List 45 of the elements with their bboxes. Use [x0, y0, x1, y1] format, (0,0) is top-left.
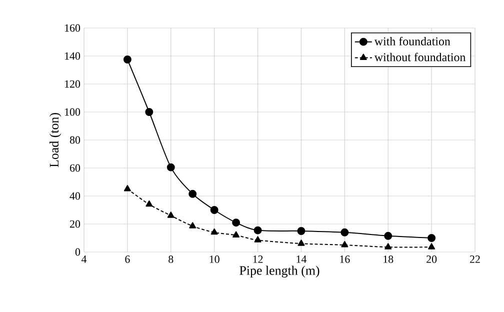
x-tick-label: 22: [470, 256, 480, 263]
x-tick-label: 18: [384, 256, 394, 263]
y-tick-label: 100: [65, 108, 80, 116]
point: [210, 206, 218, 214]
point: [254, 226, 262, 234]
x-tick-label: 16: [340, 256, 350, 263]
point: [428, 234, 436, 242]
point: [341, 241, 348, 248]
x-tick-label: 12: [253, 256, 263, 263]
point: [188, 190, 197, 198]
y-tick-label: 40: [70, 192, 80, 200]
y-axis-title: Load (ton): [49, 113, 62, 168]
x-tick-label: 6: [125, 256, 130, 263]
point: [124, 185, 131, 192]
x-tick-label: 14: [296, 256, 307, 263]
point: [189, 222, 196, 228]
point: [340, 228, 349, 236]
y-tick-label: 140: [65, 52, 80, 60]
x-tick-label: 8: [168, 256, 174, 263]
y-tick-label: 160: [65, 24, 80, 32]
point: [166, 163, 175, 172]
point: [384, 232, 392, 240]
y-tick-label: 0: [75, 248, 80, 256]
point: [254, 236, 262, 242]
point: [145, 108, 154, 116]
point: [298, 240, 305, 246]
y-tick-label: 80: [70, 136, 80, 144]
y-tick-label: 60: [70, 164, 80, 172]
point: [210, 228, 218, 235]
point: [232, 231, 240, 238]
point: [428, 243, 436, 250]
y-tick-label: 120: [65, 80, 80, 88]
legend-label: without foundation: [374, 52, 466, 62]
legend-label: with foundation: [374, 36, 450, 46]
point: [123, 56, 132, 64]
x-tick-label: 10: [210, 256, 220, 263]
point: [232, 218, 240, 227]
x-axis-title: Pipe length (m): [240, 266, 320, 278]
point: [167, 212, 174, 218]
point: [384, 243, 392, 250]
point: [297, 227, 306, 235]
y-tick-label: 20: [70, 220, 80, 228]
x-tick-label: 4: [81, 256, 87, 263]
point: [146, 200, 153, 207]
x-tick-label: 20: [426, 256, 437, 263]
